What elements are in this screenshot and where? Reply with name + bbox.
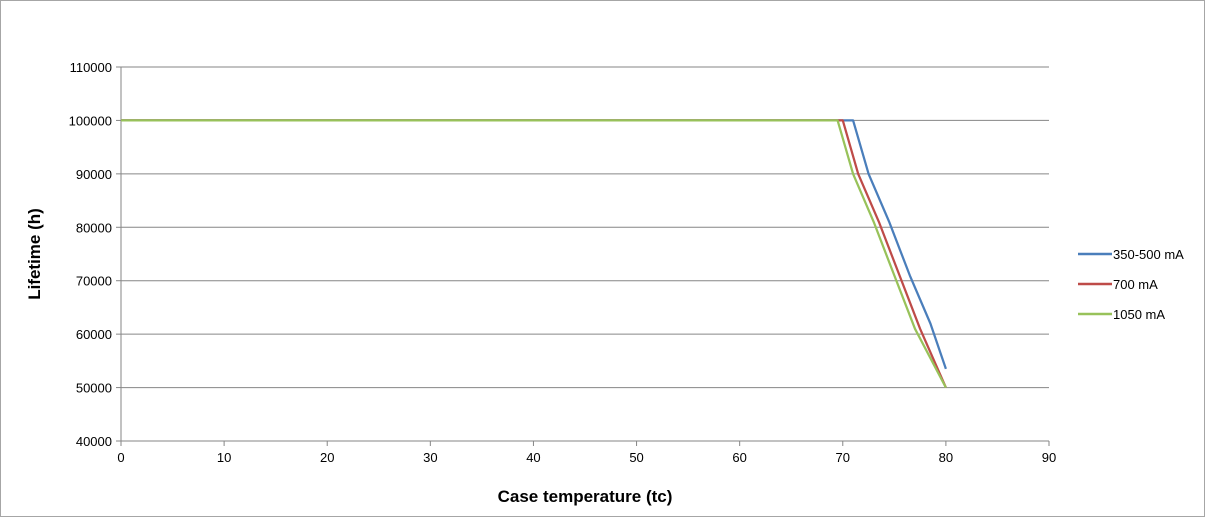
series-line-1050-ma	[121, 119, 947, 389]
tick-labels: 40000 50000 60000 70000 80000 90000 100000 1100…	[69, 60, 1057, 465]
x-tick-label: 80	[939, 450, 953, 465]
y-tick-label: 40000	[76, 434, 112, 449]
series-line-350-500-ma	[121, 119, 947, 370]
x-tick-label: 60	[732, 450, 746, 465]
legend-label-350-500-ma: 350-500 mA	[1113, 247, 1184, 262]
x-tick-label: 90	[1042, 450, 1056, 465]
legend-label-1050-ma: 1050 mA	[1113, 307, 1165, 322]
x-axis-title: Case temperature (tc)	[498, 487, 673, 506]
legend-label-700-ma: 700 mA	[1113, 277, 1158, 292]
series-lines	[121, 119, 947, 389]
x-tick-label: 40	[526, 450, 540, 465]
y-tick-label: 50000	[76, 381, 112, 396]
y-tick-label: 60000	[76, 327, 112, 342]
x-tick-label: 70	[836, 450, 850, 465]
y-tick-label: 90000	[76, 167, 112, 182]
y-tick-label: 110000	[70, 60, 112, 75]
legend: 350-500 mA 700 mA 1050 mA	[1078, 247, 1184, 322]
series-line-700-ma	[121, 119, 947, 389]
x-tick-label: 50	[629, 450, 643, 465]
x-tick-label: 0	[117, 450, 124, 465]
y-tick-label: 100000	[69, 113, 112, 128]
y-tick-label: 80000	[76, 220, 112, 235]
x-tick-label: 20	[320, 450, 334, 465]
y-tick-label: 70000	[76, 274, 112, 289]
y-axis-title: Lifetime (h)	[25, 208, 44, 300]
grid-lines	[121, 66, 1049, 389]
x-tick-label: 30	[423, 450, 437, 465]
x-tick-label: 10	[217, 450, 231, 465]
axes	[116, 66, 1050, 446]
